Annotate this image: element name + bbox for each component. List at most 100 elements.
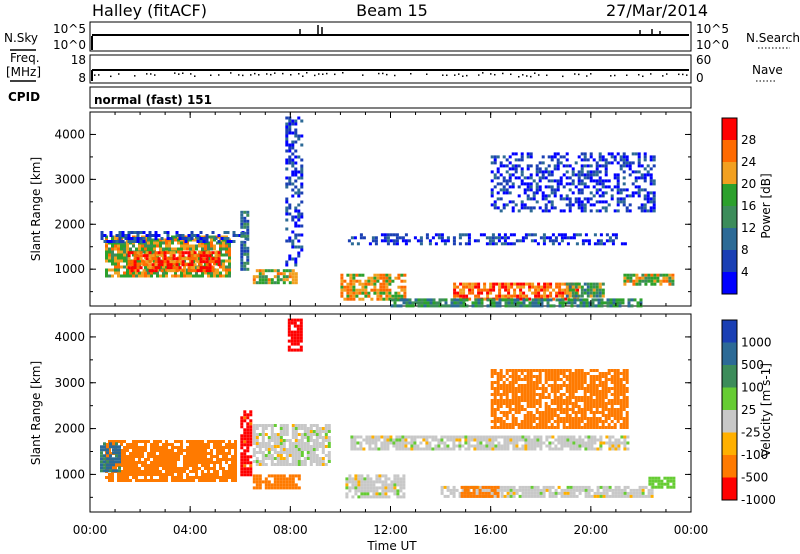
data-cell [458,444,462,448]
data-cell [150,461,153,464]
data-cell [162,461,165,464]
data-cell [604,191,608,195]
data-cell [300,451,304,454]
data-cell [574,282,578,286]
data-cell [294,185,298,189]
data-cell [580,294,584,298]
data-cell [538,405,542,408]
data-cell [652,158,656,162]
data-cell [496,491,500,495]
data-cell [502,176,506,180]
data-cell [483,285,487,289]
data-cell [491,491,495,495]
data-cell [542,488,546,492]
data-cell [592,375,596,378]
data-cell [117,440,120,443]
data-cell [497,236,501,240]
data-cell [583,158,587,162]
data-cell [377,447,381,451]
data-cell [163,260,167,264]
data-cell [264,275,268,279]
data-cell [148,266,152,270]
data-cell [518,438,522,442]
data-cell [285,197,289,201]
data-cell [506,447,510,451]
data-cell [563,444,567,448]
data-cell [258,269,262,273]
data-cell [523,375,527,378]
beam-title: Beam 15 [356,1,428,20]
data-cell [222,476,225,479]
data-cell [589,164,593,168]
data-cell [246,252,250,256]
nave-dot [518,75,520,78]
data-cell [494,494,498,498]
data-cell [440,239,444,243]
data-cell [535,417,539,420]
data-cell [552,297,556,301]
data-cell [246,473,250,477]
data-cell [536,438,540,442]
data-cell [551,239,555,243]
data-cell [653,282,657,286]
data-cell [601,390,605,393]
data-cell [141,271,144,275]
data-cell [577,423,581,426]
data-cell [207,479,210,482]
data-cell [114,259,117,263]
data-cell [385,273,389,277]
data-cell [255,433,259,436]
data-cell [151,257,155,261]
data-cell [290,318,294,322]
data-cell [572,491,576,495]
data-cell [133,231,137,234]
data-cell [180,446,183,449]
data-cell [273,442,277,445]
data-cell [601,372,605,375]
data-cell [533,438,537,442]
data-cell [515,441,519,445]
data-cell [533,239,537,243]
data-cell [535,173,539,177]
data-cell [595,390,599,393]
data-cell [476,491,480,495]
data-cell [153,470,156,473]
data-cell [595,405,599,408]
data-cell [614,444,618,448]
data-cell [273,463,277,466]
data-cell [299,327,303,331]
data-cell [369,477,373,481]
data-cell [201,440,204,443]
data-cell [195,440,198,443]
data-cell [216,473,219,476]
data-cell [505,405,509,408]
data-cell [379,273,383,277]
data-cell [216,262,219,266]
data-cell [187,257,191,261]
data-cell [565,396,569,399]
data-cell [556,167,560,171]
data-cell [562,197,566,201]
data-cell [586,291,590,295]
data-cell [396,492,400,496]
data-cell [623,441,627,445]
data-cell [288,206,292,210]
data-cell [426,301,430,305]
colorbar-tick-label: 4 [741,265,749,279]
data-cell [550,414,554,417]
data-cell [321,451,325,454]
data-cell [234,467,237,470]
data-cell [165,458,168,461]
data-cell [650,282,654,286]
data-cell [205,257,209,261]
data-cell [293,348,297,352]
data-cell [138,244,141,248]
data-cell [123,446,126,449]
data-cell [297,477,301,481]
data-cell [527,441,531,445]
data-cell [258,483,262,487]
data-cell [390,304,394,308]
data-cell [598,288,602,292]
data-cell [403,288,407,292]
data-cell [288,158,292,162]
